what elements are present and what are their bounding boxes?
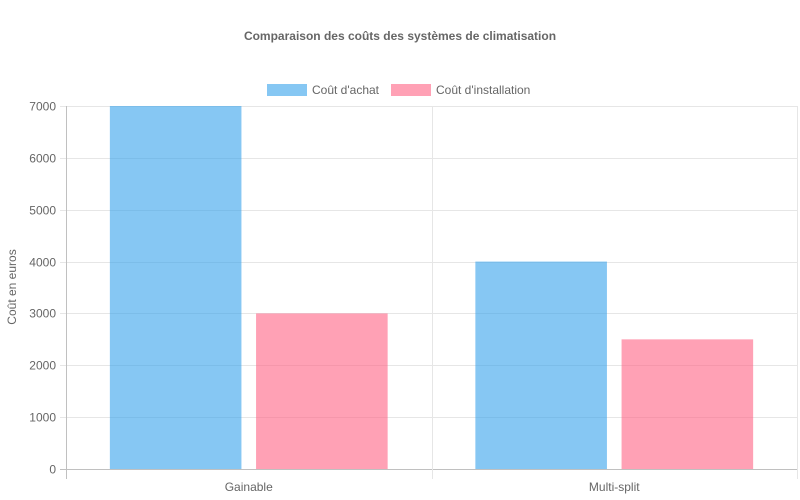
x-axis-ticks: Gainable Multi-split: [225, 480, 641, 494]
legend-swatch-purchase[interactable]: [267, 84, 307, 96]
bar-multi-split-1: [621, 339, 754, 469]
bar-multi-split-0: [475, 261, 607, 469]
legend-label-installation[interactable]: Coût d'installation: [436, 83, 530, 97]
chart-title: Comparaison des coûts des systèmes de cl…: [244, 29, 556, 43]
y-tick-label: 4000: [29, 256, 56, 270]
legend-label-purchase[interactable]: Coût d'achat: [312, 83, 380, 97]
bar-gainable-0: [109, 106, 242, 469]
bar-gainable-1: [256, 313, 388, 469]
y-tick-label: 5000: [29, 204, 56, 218]
x-tick-label: Multi-split: [589, 480, 640, 494]
y-axis-title: Coût en euros: [5, 249, 19, 324]
legend-swatch-installation[interactable]: [391, 84, 431, 96]
bars: [109, 106, 754, 469]
y-tick-label: 3000: [29, 307, 56, 321]
y-tick-label: 2000: [29, 359, 56, 373]
legend: Coût d'achat Coût d'installation: [267, 83, 530, 97]
y-tick-label: 0: [49, 463, 56, 477]
y-tick-label: 6000: [29, 152, 56, 166]
x-tick-label: Gainable: [225, 480, 273, 494]
y-tick-label: 1000: [29, 411, 56, 425]
y-axis-ticks: 0 1000 2000 3000 4000 5000 6000 7000: [29, 100, 56, 477]
y-tick-label: 7000: [29, 100, 56, 114]
